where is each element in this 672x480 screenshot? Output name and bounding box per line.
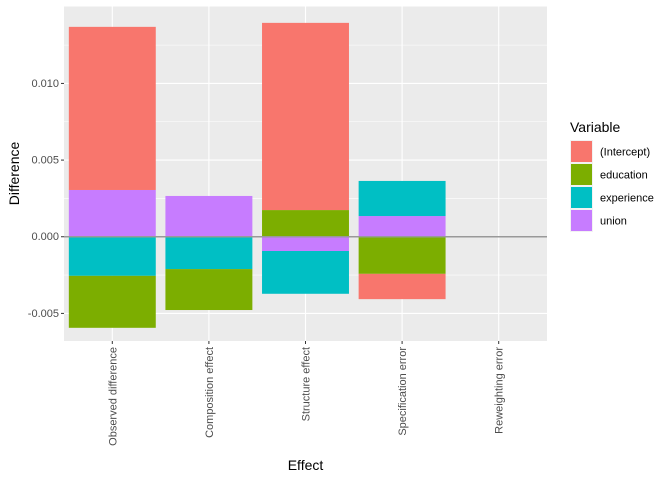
- bar-segment-experience: [262, 251, 349, 294]
- x-tick-label: Composition effect: [204, 347, 216, 438]
- legend-title: Variable: [570, 119, 621, 135]
- bar-segment-union: [165, 195, 253, 237]
- legend: Variable (Intercept) education experience u…: [570, 119, 654, 232]
- bar-segment-union: [68, 189, 156, 237]
- legend-label: education: [600, 170, 648, 182]
- bar-segment-union: [358, 216, 446, 237]
- x-axis-title: Effect: [288, 457, 324, 473]
- bar-segment-experience: [165, 236, 253, 270]
- bar-segment-intercept: [358, 273, 446, 300]
- bar-segment-union: [262, 236, 349, 252]
- y-tick-label: -0.005: [28, 308, 59, 320]
- y-tick-label: 0.005: [31, 155, 59, 167]
- y-tick-label: 0.010: [31, 78, 59, 90]
- legend-swatch: [571, 187, 592, 208]
- x-tick-label: Reweighting error: [494, 347, 506, 434]
- legend-label: experience: [600, 193, 654, 205]
- bar-segment-education: [358, 236, 446, 274]
- bar-segment-education: [68, 275, 156, 328]
- bar-segment-intercept: [262, 22, 349, 211]
- bar-segment-education: [165, 269, 253, 311]
- x-tick-label: Observed difference: [107, 347, 119, 446]
- bar-segment-experience: [358, 180, 446, 217]
- legend-swatch: [571, 141, 592, 162]
- legend-swatch: [571, 210, 592, 231]
- x-tick-label: Structure effect: [301, 347, 313, 421]
- legend-label: union: [600, 216, 627, 228]
- legend-label: (Intercept): [600, 147, 650, 159]
- y-tick-label: 0.000: [31, 231, 59, 243]
- x-tick-label: Specification error: [397, 347, 409, 436]
- bar-segment-experience: [68, 236, 156, 276]
- bar-segment-intercept: [68, 26, 156, 190]
- legend-swatch: [571, 164, 592, 185]
- bar-segment-education: [262, 210, 349, 237]
- y-axis-title: Difference: [6, 142, 22, 206]
